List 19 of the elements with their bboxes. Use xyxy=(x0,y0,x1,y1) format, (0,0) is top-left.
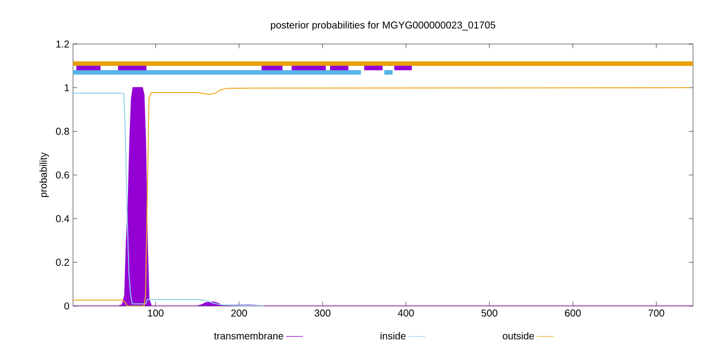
y-tick-label: 0.8 xyxy=(56,128,70,135)
legend-label: outside xyxy=(502,332,534,340)
chart-title: posterior probabilities for MGYG000000023_01705 xyxy=(270,21,496,31)
x-tick-label: 200 xyxy=(231,310,247,317)
x-tick-label: 700 xyxy=(648,310,664,317)
legend-label: transmembrane xyxy=(214,332,284,340)
x-tick-label: 100 xyxy=(148,310,164,317)
x-tick-label: 600 xyxy=(565,310,581,317)
y-tick-label: 0 xyxy=(64,302,70,310)
x-tick-label: 300 xyxy=(314,310,330,317)
x-tick-label: 500 xyxy=(482,310,498,317)
y-axis-title: probability xyxy=(40,152,49,198)
legend-label: inside xyxy=(380,332,406,340)
y-tick-label: 0.2 xyxy=(56,258,69,266)
y-tick-label: 0.4 xyxy=(56,215,70,222)
y-tick-label: 0.6 xyxy=(56,171,70,179)
y-tick-label: 1 xyxy=(64,84,70,92)
y-tick-label: 1.2 xyxy=(56,40,69,48)
x-tick-label: 400 xyxy=(398,310,414,317)
